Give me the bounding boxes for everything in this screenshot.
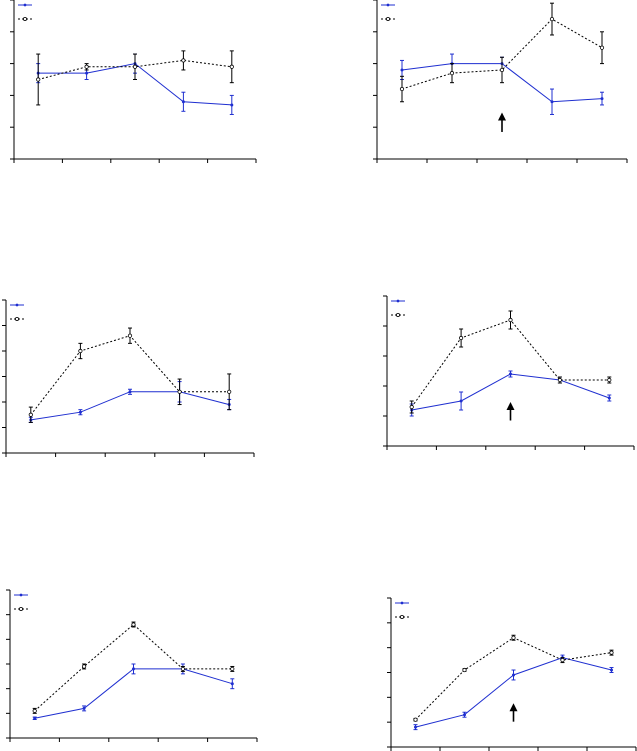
data-point: [32, 708, 37, 713]
series-line: [30, 335, 230, 416]
data-point: [549, 16, 555, 22]
data-point: [127, 333, 133, 338]
legend: [395, 601, 409, 620]
data-point: [85, 71, 89, 75]
legend-marker-series-a: [15, 303, 19, 307]
legend-marker-series-b: [385, 16, 390, 21]
data-point: [462, 667, 467, 673]
chart-panel-5: [6, 589, 258, 742]
chart-panel-1: [10, 0, 257, 163]
series-line: [38, 59, 232, 80]
legend-marker-series-a: [23, 3, 27, 7]
legend: [14, 593, 28, 612]
legend-marker-series-b: [395, 312, 400, 317]
series-line: [34, 623, 233, 712]
data-point: [413, 717, 418, 722]
arrow-marker: [506, 402, 515, 421]
legend-marker-series-b: [14, 316, 19, 321]
data-point: [227, 389, 232, 394]
data-point: [229, 64, 234, 69]
series-line: [411, 319, 610, 408]
data-point: [128, 390, 132, 394]
data-point: [230, 666, 235, 672]
series-b: [36, 50, 234, 106]
data-point: [409, 404, 414, 410]
legend-marker-series-b: [18, 607, 23, 612]
legend-marker-series-a: [400, 601, 404, 605]
chart-panel-3: [2, 299, 255, 457]
data-point: [458, 335, 464, 341]
legend-marker-series-b: [22, 16, 27, 21]
series-b: [28, 327, 232, 423]
series-a: [32, 663, 235, 720]
data-point: [550, 100, 554, 104]
legend: [391, 299, 405, 317]
data-point: [177, 389, 182, 394]
data-point: [607, 377, 612, 383]
data-point: [557, 377, 563, 383]
data-point: [607, 396, 611, 400]
data-point: [400, 68, 404, 72]
data-point: [33, 716, 37, 720]
series-b: [32, 621, 235, 714]
data-point: [132, 667, 135, 671]
data-point: [512, 673, 515, 677]
series-b: [399, 2, 605, 103]
chart-panel-4: [383, 295, 635, 450]
data-point: [499, 67, 505, 73]
data-point: [511, 635, 516, 640]
arrow-marker: [498, 112, 506, 132]
legend-marker-series-a: [386, 3, 390, 7]
data-point: [82, 664, 87, 669]
series-line: [34, 668, 233, 719]
data-point: [508, 317, 513, 323]
data-point: [84, 64, 89, 69]
chart-panel-2: [373, 0, 628, 163]
arrow-head: [506, 402, 515, 410]
data-point: [609, 650, 614, 655]
series-line: [401, 18, 603, 90]
arrow-head: [509, 703, 518, 712]
data-point: [509, 372, 512, 376]
data-point: [560, 657, 565, 663]
series-line: [30, 391, 230, 421]
arrow-head: [498, 112, 506, 121]
data-point: [181, 58, 186, 63]
data-point: [399, 86, 405, 92]
legend-marker-series-b: [399, 615, 404, 620]
legend: [381, 3, 395, 21]
data-point: [459, 399, 463, 403]
legend-marker-series-a: [19, 593, 23, 597]
data-point: [36, 77, 41, 82]
arrow-marker: [509, 703, 518, 722]
series-b: [409, 310, 612, 414]
data-point: [78, 410, 82, 414]
data-point: [414, 725, 417, 729]
data-point: [181, 100, 185, 104]
data-point: [600, 97, 604, 101]
series-b: [413, 634, 614, 722]
data-point: [599, 45, 605, 50]
data-point: [82, 706, 86, 710]
data-point: [449, 71, 455, 76]
data-point: [131, 622, 136, 627]
chart-panel-6: [387, 597, 637, 751]
data-point: [78, 348, 83, 354]
series-a: [28, 381, 232, 423]
data-point: [463, 713, 466, 717]
data-point: [230, 682, 234, 686]
data-point: [230, 103, 234, 107]
legend: [10, 303, 24, 321]
legend-marker-series-a: [396, 299, 400, 303]
data-point: [610, 668, 613, 672]
data-point: [132, 64, 138, 69]
data-point: [28, 412, 33, 417]
data-point: [180, 666, 185, 672]
legend: [18, 3, 32, 21]
